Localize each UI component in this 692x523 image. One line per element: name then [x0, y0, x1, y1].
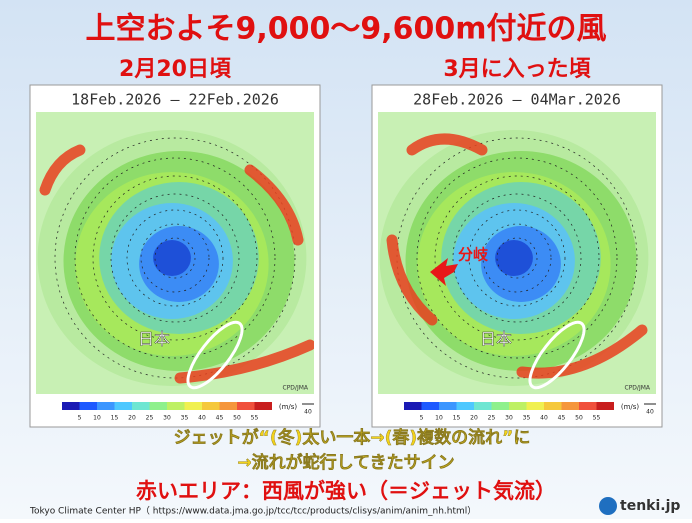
colorbar-segment [62, 402, 80, 410]
colorbar-tick: 5 [78, 415, 82, 422]
logo-icon [599, 497, 617, 515]
colorbar-segment [97, 402, 115, 410]
contour [74, 157, 276, 359]
colorbar-segment [404, 402, 422, 410]
colorbar-segment [596, 402, 614, 410]
colorbar-tick: 55 [593, 415, 601, 422]
jet-core [174, 339, 314, 384]
jet-core [516, 324, 648, 379]
colorbar-segment [114, 402, 132, 410]
colorbar-segment [526, 402, 544, 410]
arrow-label: 40 [304, 409, 312, 416]
logo: tenki.jp [620, 498, 680, 514]
map-title: 18Feb.2026 – 22Feb.2026 [71, 91, 279, 109]
contour [126, 209, 224, 307]
contour [154, 237, 196, 279]
colorbar-segment [219, 402, 237, 410]
japan-label: 日本 [138, 330, 170, 349]
colorbar-segment [254, 402, 272, 410]
colorbar-segment [491, 402, 509, 410]
colorbar-tick: 35 [181, 415, 189, 422]
colorbar-segment [167, 402, 185, 410]
contour [396, 137, 638, 379]
panel-label: 3月に入った頃 [443, 57, 591, 82]
map-panel: 3月に入った頃 28Feb.2026 – 04Mar.2026 日本 分岐 CPD/JM… [371, 57, 663, 428]
contour [482, 223, 552, 293]
colorbar-segment [79, 402, 97, 410]
panel-label: 2月20日頃 [119, 57, 232, 82]
colorbar-segment [474, 402, 492, 410]
japan-outline [186, 320, 244, 390]
branch-label: 分岐 [458, 246, 489, 264]
arrow-label: 40 [646, 409, 654, 416]
colorbar-tick: 25 [488, 415, 496, 422]
jet-core [406, 133, 488, 156]
colorbar-segment [237, 402, 255, 410]
japan-label: 日本 [480, 330, 512, 349]
contour [496, 237, 538, 279]
contour [92, 175, 258, 341]
title: 上空およそ9,000～9,600m付近の風 [85, 12, 606, 47]
colorbar-tick: 5 [420, 415, 424, 422]
colorbar-segment [544, 402, 562, 410]
source: Tokyo Climate Center HP（ https://www.dat… [29, 506, 476, 517]
wind-band [153, 240, 191, 276]
colorbar-tick: 15 [453, 415, 461, 422]
colorbar-tick: 45 [216, 415, 224, 422]
contour [468, 209, 566, 307]
panels: 2月20日頃 18Feb.2026 – 22Feb.2026 日本 CPD/JMA 5 1… [29, 57, 663, 428]
colorbar-tick: 50 [575, 415, 583, 422]
colorbar-unit: (m/s) [279, 403, 298, 411]
colorbar-tick: 30 [163, 415, 171, 422]
colorbar-segment [202, 402, 220, 410]
contour [416, 157, 618, 359]
colorbar-tick: 20 [128, 415, 136, 422]
contour [452, 193, 582, 323]
map: 日本 [36, 112, 314, 394]
colorbar-tick: 10 [435, 415, 443, 422]
colorbar-segment [456, 402, 474, 410]
colorbar-tick: 20 [470, 415, 478, 422]
colorbar-unit: (m/s) [621, 403, 640, 411]
caption: 赤いエリア：西風が強い（＝ジェット気流） [136, 479, 556, 503]
contour [54, 137, 296, 379]
jet-core [39, 144, 86, 196]
contour [140, 223, 210, 293]
jet-core [244, 164, 304, 246]
map: 日本 分岐 [378, 112, 656, 394]
map-title: 28Feb.2026 – 04Mar.2026 [413, 91, 621, 109]
colorbar-tick: 35 [523, 415, 531, 422]
colorbar-tick: 40 [540, 415, 548, 422]
colorbar-segment [439, 402, 457, 410]
colorbar-segment [184, 402, 202, 410]
colorbar-tick: 50 [233, 415, 241, 422]
map-credit: CPD/JMA [283, 385, 309, 392]
colorbar-tick: 55 [251, 415, 259, 422]
contour [110, 193, 240, 323]
colorbar-tick: 15 [111, 415, 119, 422]
caption: ジェットが“(冬)太い一本→(春)複数の流れ”に [174, 427, 531, 448]
colorbar-tick: 10 [93, 415, 101, 422]
wind-band [495, 240, 533, 276]
japan-outline [528, 320, 586, 390]
colorbar-tick: 25 [146, 415, 154, 422]
jet-core [386, 234, 438, 326]
caption: →流れが蛇行してきたサイン [237, 452, 454, 473]
map-panel: 2月20日頃 18Feb.2026 – 22Feb.2026 日本 CPD/JMA 5 1… [29, 57, 321, 428]
contour [434, 175, 600, 341]
colorbar-segment [149, 402, 167, 410]
colorbar-segment [509, 402, 527, 410]
branch-arrow [430, 258, 458, 286]
colorbar-segment [421, 402, 439, 410]
colorbar-segment [132, 402, 150, 410]
colorbar-tick: 30 [505, 415, 513, 422]
colorbar-segment [579, 402, 597, 410]
colorbar-segment [561, 402, 579, 410]
colorbar-tick: 40 [198, 415, 206, 422]
colorbar-tick: 45 [558, 415, 566, 422]
map-credit: CPD/JMA [625, 385, 651, 392]
